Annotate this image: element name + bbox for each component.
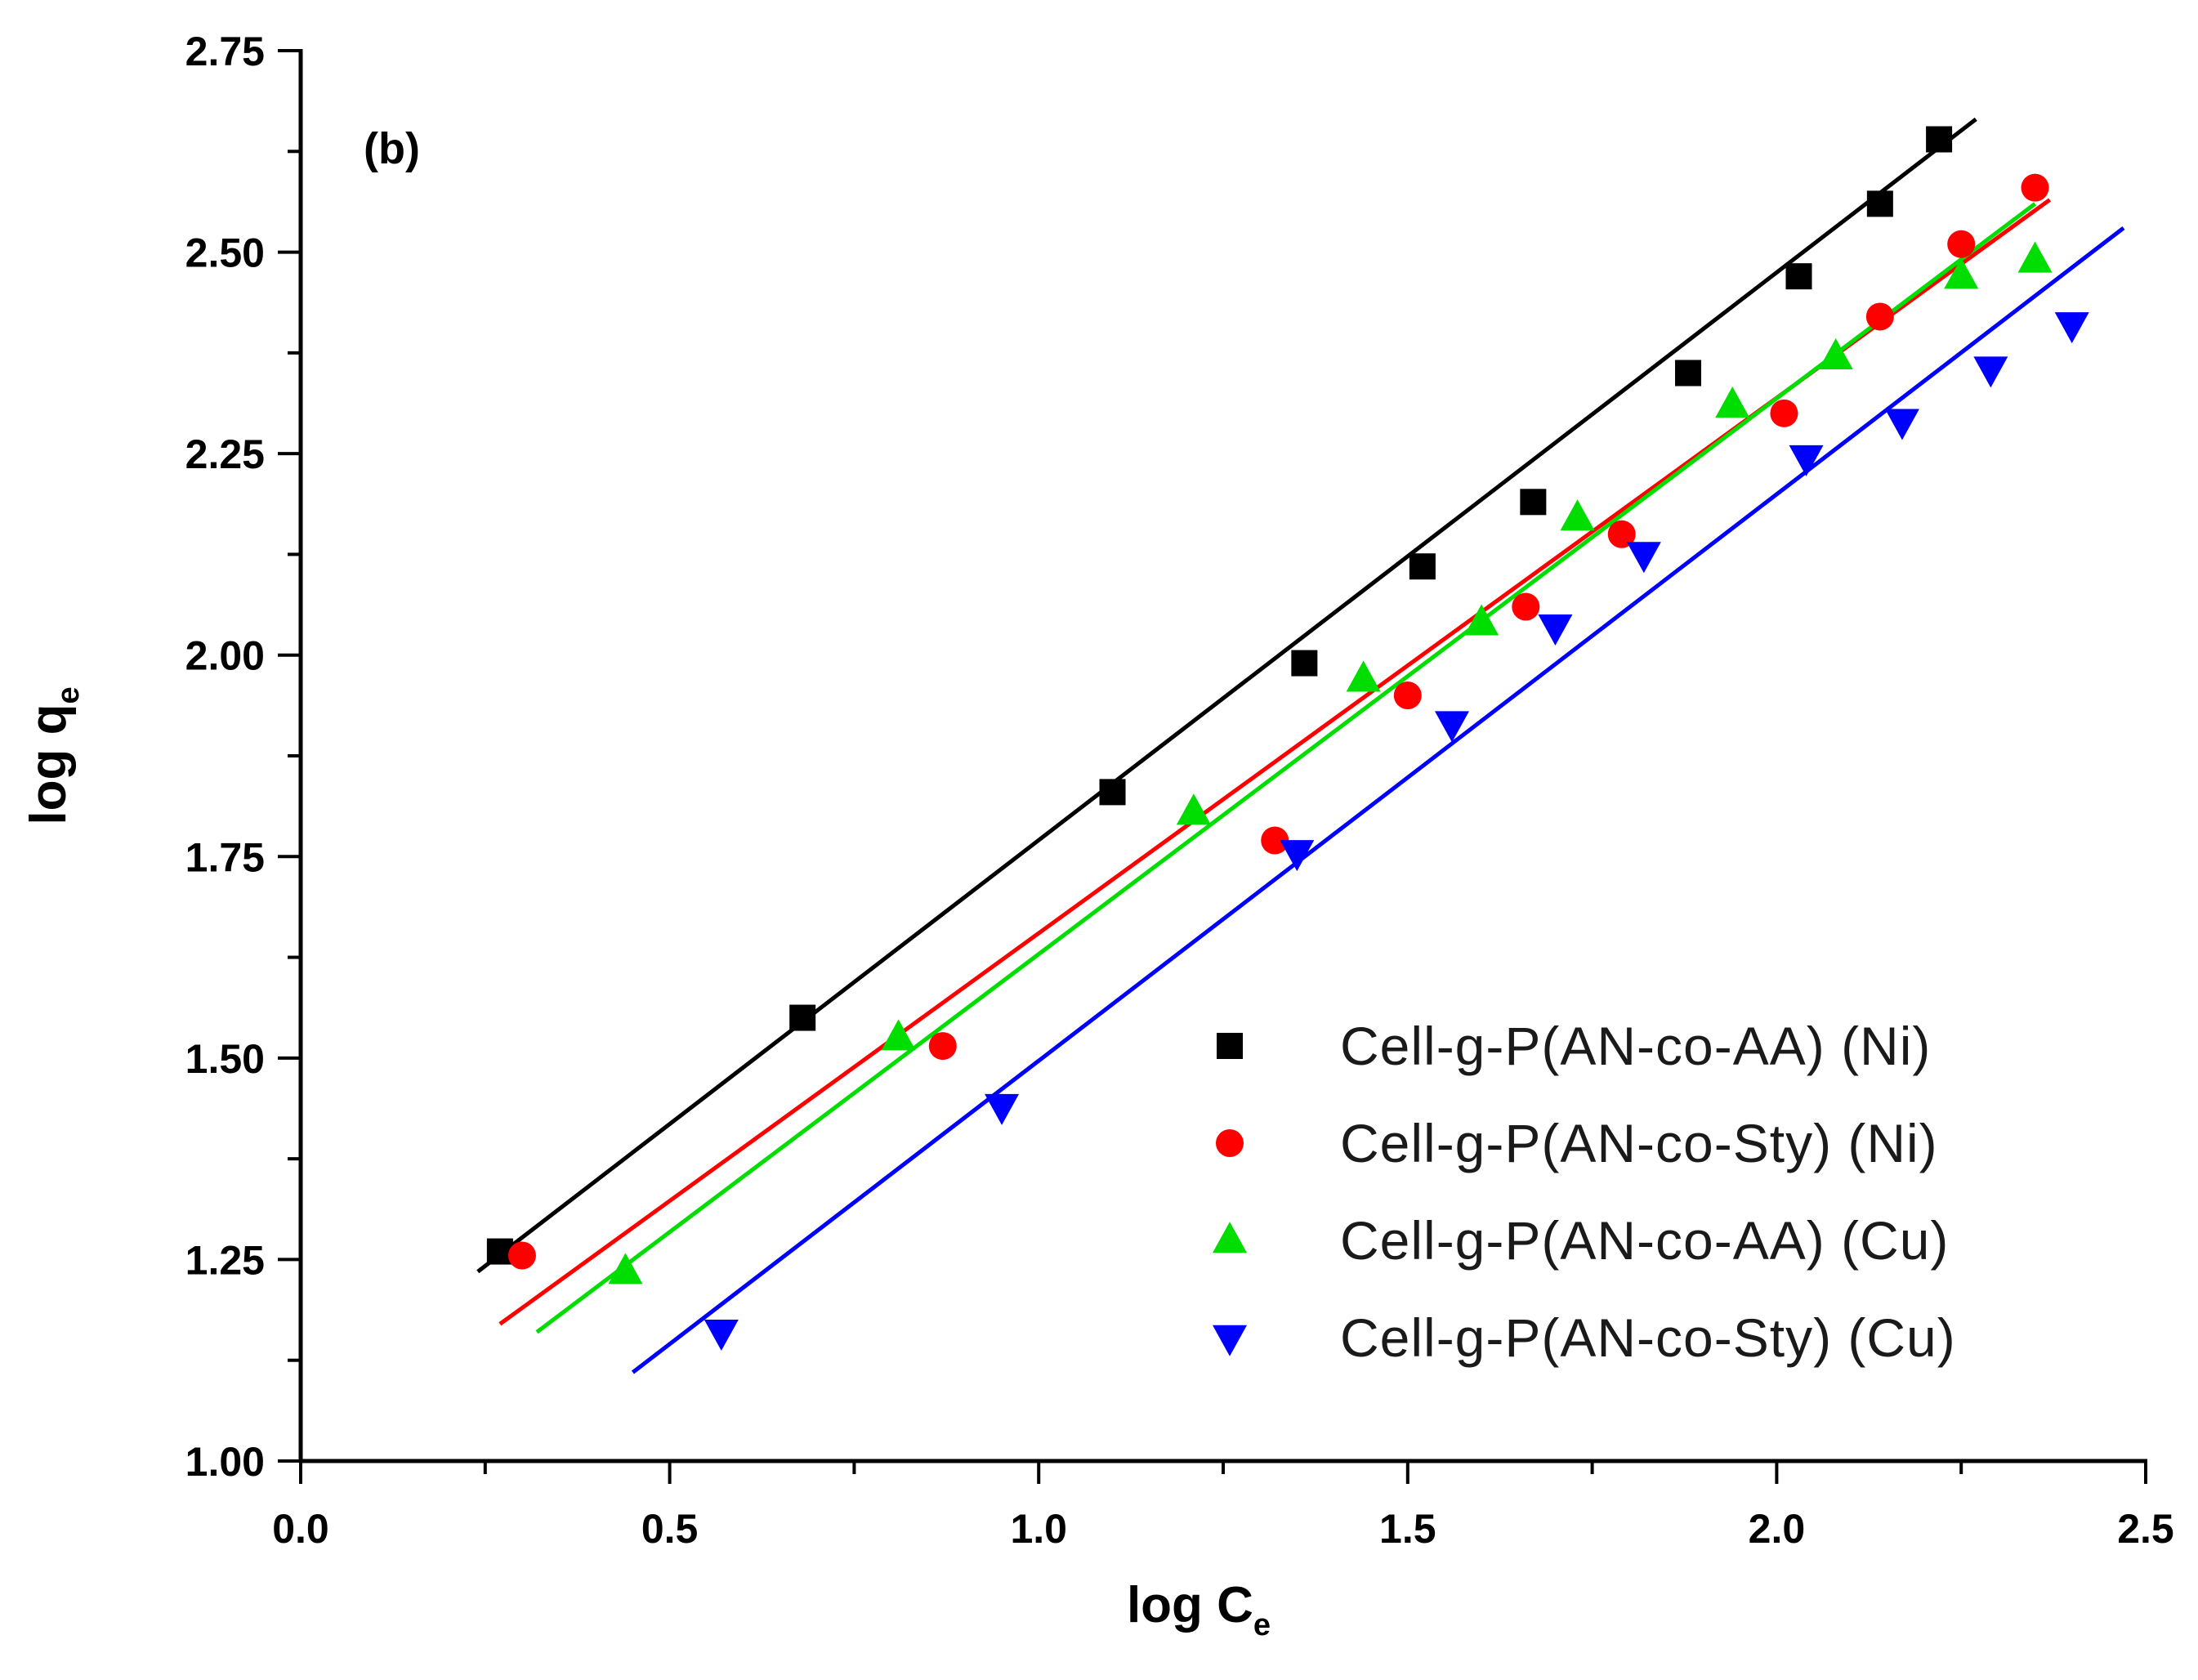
x-tick-label: 0.0 [272, 1506, 329, 1552]
legend-marker-series-0 [1217, 1033, 1243, 1059]
x-axis-title: log Ce [1127, 1577, 1271, 1642]
x-tick-label: 2.0 [1749, 1506, 1806, 1552]
data-point-series-3 [1434, 711, 1469, 743]
legend-label-series-0: Cell-g-P(AN-co-AA) (Ni) [1340, 1016, 1931, 1076]
panel-label: (b) [364, 124, 420, 173]
legend-marker-series-1 [1216, 1129, 1244, 1157]
data-point-series-2 [1715, 386, 1750, 418]
x-tick-label: 2.5 [2117, 1506, 2174, 1552]
legend-label-series-2: Cell-g-P(AN-co-AA) (Cu) [1340, 1210, 1949, 1271]
y-tick-label: 2.50 [185, 230, 265, 276]
data-point-series-0 [1866, 190, 1893, 217]
legend-label-series-1: Cell-g-P(AN-co-Sty) (Ni) [1340, 1113, 1938, 1173]
fit-line-series-2 [535, 202, 2037, 1334]
axis-ticks [278, 49, 2147, 1484]
data-point-series-0 [1675, 360, 1702, 386]
data-point-series-1 [1947, 230, 1976, 258]
data-point-series-1 [1865, 302, 1894, 331]
tick-labels: 0.0 0.5 1.0 1.5 2.0 2.5 1.00 1.25 1.50 1.75 2.00 2.… [185, 29, 2174, 1552]
data-point-series-2 [881, 1019, 916, 1051]
y-tick-label: 2.75 [185, 29, 265, 74]
data-markers [486, 126, 2089, 1351]
fit-lines [476, 117, 2125, 1374]
data-point-series-2 [1944, 257, 1979, 289]
y-tick-label: 1.50 [185, 1036, 265, 1082]
legend-marker-series-3 [1213, 1325, 1247, 1356]
data-point-series-2 [608, 1253, 643, 1285]
fit-line-series-3 [631, 226, 2125, 1374]
y-axis-title: log qe [20, 686, 86, 824]
data-point-series-0 [1785, 263, 1812, 290]
data-point-series-0 [1291, 650, 1318, 677]
data-point-series-2 [1560, 499, 1595, 531]
x-tick-label: 0.5 [641, 1506, 699, 1552]
data-point-series-1 [1393, 681, 1422, 710]
x-axis-title-subscript: e [1253, 1608, 1271, 1642]
data-point-series-2 [1176, 793, 1211, 825]
data-point-series-3 [1884, 409, 1919, 440]
data-point-series-0 [1099, 779, 1126, 806]
x-tick-label: 1.0 [1010, 1506, 1067, 1552]
data-point-series-2 [2017, 241, 2053, 273]
data-point-series-0 [789, 1004, 816, 1031]
data-point-series-0 [1926, 126, 1953, 153]
data-point-series-3 [704, 1319, 739, 1351]
data-point-series-0 [1409, 553, 1436, 580]
y-tick-label: 1.00 [185, 1439, 265, 1485]
y-axis-title-main: log q [20, 704, 77, 825]
data-point-series-1 [2021, 173, 2049, 202]
y-tick-label: 2.00 [185, 633, 265, 679]
data-point-series-1 [1607, 520, 1636, 548]
x-axis-title-main: log C [1127, 1577, 1253, 1633]
y-axis-title-subscript: e [51, 686, 86, 704]
data-point-series-1 [1512, 592, 1540, 621]
data-point-series-2 [1346, 660, 1381, 692]
data-point-series-3 [985, 1093, 1020, 1125]
data-point-series-3 [1538, 614, 1573, 646]
data-point-series-1 [1770, 399, 1798, 427]
data-point-series-2 [1818, 337, 1853, 369]
fit-line-series-0 [476, 117, 1977, 1274]
legend: Cell-g-P(AN-co-AA) (Ni) Cell-g-P(AN-co-St… [1213, 1016, 1956, 1368]
data-point-series-1 [928, 1032, 957, 1061]
data-point-series-3 [1973, 356, 2008, 388]
y-tick-label: 1.75 [185, 834, 265, 880]
y-tick-label: 2.25 [185, 431, 265, 477]
data-point-series-3 [1626, 542, 1661, 574]
data-point-series-0 [1520, 489, 1547, 516]
data-point-series-1 [507, 1241, 536, 1270]
data-point-series-3 [1280, 840, 1315, 872]
data-point-series-3 [2054, 312, 2089, 344]
data-point-series-0 [486, 1238, 513, 1265]
data-point-series-3 [1789, 445, 1824, 476]
x-tick-label: 1.5 [1379, 1506, 1436, 1552]
data-point-series-1 [1261, 826, 1289, 855]
legend-label-series-3: Cell-g-P(AN-co-Sty) (Cu) [1340, 1307, 1956, 1368]
y-tick-label: 1.25 [185, 1237, 265, 1283]
data-point-series-2 [1464, 604, 1499, 636]
legend-marker-series-2 [1213, 1222, 1247, 1253]
